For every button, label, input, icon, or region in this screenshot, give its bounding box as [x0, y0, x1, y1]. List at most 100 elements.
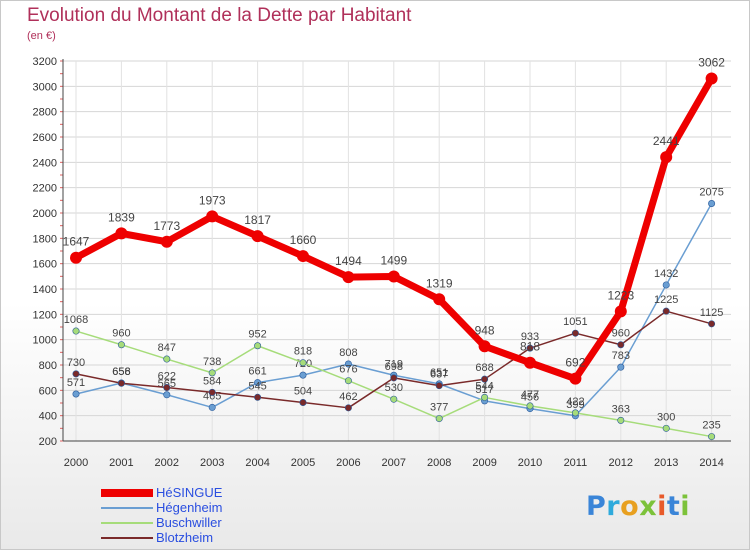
data-point: [662, 307, 670, 315]
data-point: [117, 379, 125, 387]
x-tick-label: 2007: [382, 457, 406, 469]
data-label: 847: [158, 342, 176, 354]
data-label: 1499: [380, 253, 407, 267]
data-label: 658: [112, 366, 130, 378]
data-label: 1319: [426, 276, 453, 290]
data-point: [72, 390, 80, 398]
data-point: [387, 270, 400, 283]
data-label: 544: [475, 380, 493, 392]
data-label: 504: [294, 385, 312, 397]
data-label: 1660: [290, 233, 317, 247]
data-label: 584: [203, 375, 221, 387]
data-label: 1432: [654, 268, 678, 280]
data-label: 719: [385, 358, 403, 370]
data-point: [708, 320, 716, 328]
legend-item: HéSINGUE: [101, 485, 223, 500]
data-point: [526, 402, 534, 410]
data-label: 1225: [654, 294, 678, 306]
y-tick-label: 2400: [33, 157, 57, 169]
chart-legend: HéSINGUE Hégenheim Buschwiller Blotzheim: [101, 485, 223, 545]
data-label: 730: [67, 357, 85, 369]
legend-item: Hégenheim: [101, 500, 223, 515]
data-point: [251, 230, 264, 243]
logo-letter: o: [620, 491, 640, 522]
y-tick-label: 1600: [33, 259, 57, 271]
data-point: [206, 210, 219, 223]
data-label: 818: [294, 346, 312, 358]
data-label: 571: [67, 377, 85, 389]
data-label: 1773: [153, 219, 180, 233]
data-label: 456: [521, 392, 539, 404]
data-point: [435, 382, 443, 390]
data-label: 952: [248, 329, 266, 341]
y-tick-label: 400: [39, 411, 57, 423]
data-label: 1068: [64, 314, 88, 326]
legend-label: Buschwiller: [156, 515, 222, 530]
data-label: 1494: [335, 254, 362, 268]
data-point: [208, 388, 216, 396]
data-label: 300: [657, 411, 675, 423]
data-point: [708, 200, 716, 208]
data-point: [342, 271, 355, 284]
data-label: 1051: [563, 316, 587, 328]
data-point: [299, 371, 307, 379]
data-point: [117, 341, 125, 349]
x-tick-label: 2013: [654, 457, 678, 469]
data-label: 1973: [199, 193, 226, 207]
chart-title: Evolution du Montant de la Dette par Hab…: [27, 5, 412, 26]
logo-letter: t: [666, 491, 681, 522]
data-label: 1839: [108, 210, 135, 224]
data-label: 622: [158, 371, 176, 383]
y-tick-label: 2800: [33, 107, 57, 119]
data-point: [344, 360, 352, 368]
x-tick-label: 2005: [291, 457, 315, 469]
data-point: [481, 375, 489, 383]
data-point: [254, 342, 262, 350]
data-label: 399: [566, 399, 584, 411]
logo-letter: i: [657, 491, 667, 522]
data-label: 698: [385, 361, 403, 373]
legend-label: HéSINGUE: [156, 485, 223, 500]
data-point: [569, 372, 582, 385]
legend-label: Hégenheim: [156, 500, 223, 515]
x-tick-label: 2001: [109, 457, 133, 469]
data-point: [708, 433, 716, 441]
data-point: [662, 424, 670, 432]
data-point: [70, 251, 82, 264]
data-point: [254, 379, 262, 387]
data-point: [705, 72, 718, 85]
data-label: 3062: [698, 55, 725, 69]
data-point: [435, 415, 443, 423]
data-point: [254, 393, 262, 401]
y-tick-label: 800: [39, 360, 57, 372]
data-label: 2075: [699, 187, 723, 199]
data-point: [163, 391, 171, 399]
data-point: [662, 281, 670, 289]
data-point: [72, 370, 80, 378]
data-point: [571, 329, 579, 337]
data-point: [163, 384, 171, 392]
logo-letter: r: [606, 491, 621, 522]
data-label: 363: [612, 403, 630, 415]
data-point: [614, 305, 627, 318]
data-point: [299, 359, 307, 367]
data-label: 477: [521, 389, 539, 401]
x-tick-label: 2009: [472, 457, 496, 469]
data-point: [297, 250, 309, 263]
legend-swatch: [101, 506, 153, 509]
data-point: [344, 377, 352, 385]
data-point: [344, 404, 352, 412]
proxiti-logo: Proxiti: [586, 491, 690, 522]
chart-subtitle: (en €): [27, 30, 56, 42]
data-point: [390, 395, 398, 403]
x-tick-label: 2003: [200, 457, 224, 469]
data-label: 1125: [700, 307, 724, 319]
y-tick-label: 2600: [33, 132, 57, 144]
legend-item: Blotzheim: [101, 530, 223, 545]
data-point: [571, 409, 579, 417]
data-point: [617, 363, 625, 371]
y-tick-label: 1200: [33, 309, 57, 321]
legend-swatch: [101, 521, 153, 524]
legend-swatch: [101, 488, 153, 497]
